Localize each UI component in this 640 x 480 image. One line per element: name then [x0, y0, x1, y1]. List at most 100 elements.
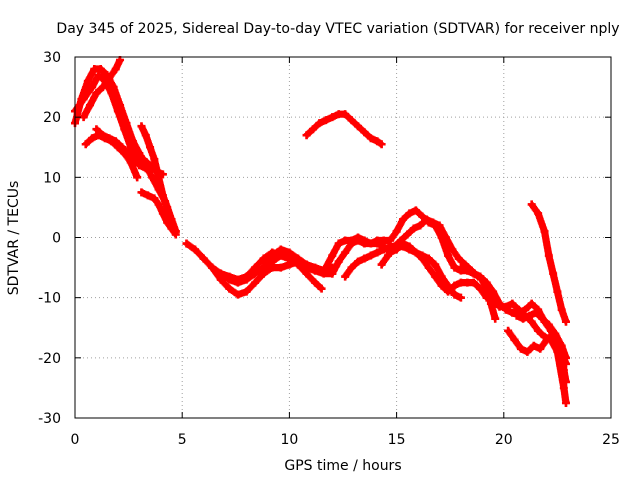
- data-point: [544, 320, 553, 329]
- data-point: [482, 287, 491, 296]
- data-point: [418, 251, 427, 260]
- data-point: [405, 209, 414, 218]
- y-tick-label: 0: [52, 231, 61, 247]
- data-point: [536, 344, 545, 353]
- data-point: [561, 317, 570, 326]
- data-point: [191, 245, 200, 254]
- data-point: [476, 272, 485, 281]
- data-point: [137, 122, 146, 131]
- data-point: [551, 329, 560, 338]
- series-track-7: [137, 122, 180, 236]
- data-point: [411, 248, 420, 257]
- data-point: [150, 155, 159, 164]
- data-point: [527, 200, 536, 209]
- data-point: [111, 137, 120, 146]
- data-point: [113, 107, 122, 116]
- data-point: [366, 134, 375, 143]
- y-tick-label: 20: [43, 110, 61, 126]
- data-point: [431, 260, 440, 269]
- data-point: [384, 251, 393, 260]
- data-point: [141, 131, 150, 140]
- data-point: [366, 251, 375, 260]
- data-point: [409, 224, 418, 233]
- data-point: [390, 242, 399, 251]
- data-point: [549, 269, 558, 278]
- data-point: [208, 263, 217, 272]
- data-point: [508, 299, 517, 308]
- data-point: [167, 215, 176, 224]
- data-point: [293, 257, 302, 266]
- y-tick-label: -10: [38, 291, 61, 307]
- data-point: [403, 230, 412, 239]
- data-point: [448, 245, 457, 254]
- data-point: [317, 284, 326, 293]
- data-point: [531, 308, 540, 317]
- data-point: [424, 263, 433, 272]
- data-point: [523, 347, 532, 356]
- data-point: [137, 188, 146, 197]
- data-point: [501, 302, 510, 311]
- data-point: [469, 269, 478, 278]
- data-point: [107, 89, 116, 98]
- data-point: [373, 248, 382, 257]
- y-tick-label: -20: [38, 351, 61, 367]
- data-point: [158, 191, 167, 200]
- series-track-5: [92, 125, 150, 173]
- data-point: [111, 65, 120, 74]
- data-point: [334, 257, 343, 266]
- data-point: [476, 284, 485, 293]
- data-point: [354, 236, 363, 245]
- y-tick-label: 10: [43, 170, 61, 186]
- data-point: [94, 71, 103, 80]
- data-point: [328, 251, 337, 260]
- data-point: [354, 122, 363, 131]
- x-tick-label: 5: [178, 432, 187, 448]
- data-point: [411, 206, 420, 215]
- data-point: [135, 161, 144, 170]
- data-point: [399, 215, 408, 224]
- data-point: [154, 200, 163, 209]
- data-point: [392, 227, 401, 236]
- data-point: [516, 344, 525, 353]
- data-point: [285, 260, 294, 269]
- data-point: [98, 83, 107, 92]
- data-point: [450, 290, 459, 299]
- data-point: [559, 383, 568, 392]
- axis-layer: 0 5 10 15 20 25 -30 -20 -10 0 10 20 30: [38, 50, 620, 448]
- data-point: [437, 272, 446, 281]
- data-point: [512, 311, 521, 320]
- data-point: [88, 134, 97, 143]
- data-point: [302, 269, 311, 278]
- x-tick-label: 10: [280, 432, 298, 448]
- data-point: [444, 251, 453, 260]
- x-tick-label: 0: [71, 432, 80, 448]
- data-point: [302, 260, 311, 269]
- data-point: [143, 191, 152, 200]
- data-point: [79, 95, 88, 104]
- data-point: [527, 299, 536, 308]
- data-point: [444, 281, 453, 290]
- data-point: [171, 227, 180, 236]
- data-point: [347, 116, 356, 125]
- data-point: [360, 128, 369, 137]
- data-point: [373, 137, 382, 146]
- x-tick-label: 20: [495, 432, 513, 448]
- data-point: [154, 173, 163, 182]
- data-point: [225, 284, 234, 293]
- data-point: [92, 125, 101, 134]
- data-point: [302, 131, 311, 140]
- data-point: [92, 89, 101, 98]
- data-point: [311, 263, 320, 272]
- data-point: [441, 233, 450, 242]
- data-point: [491, 314, 500, 323]
- data-point: [538, 314, 547, 323]
- data-point: [251, 278, 260, 287]
- data-point: [98, 131, 107, 140]
- data-point: [334, 239, 343, 248]
- data-point: [456, 293, 465, 302]
- series-track-15: [341, 242, 465, 302]
- data-point: [529, 341, 538, 350]
- data-point: [379, 245, 388, 254]
- data-point: [233, 290, 242, 299]
- data-point: [96, 65, 105, 74]
